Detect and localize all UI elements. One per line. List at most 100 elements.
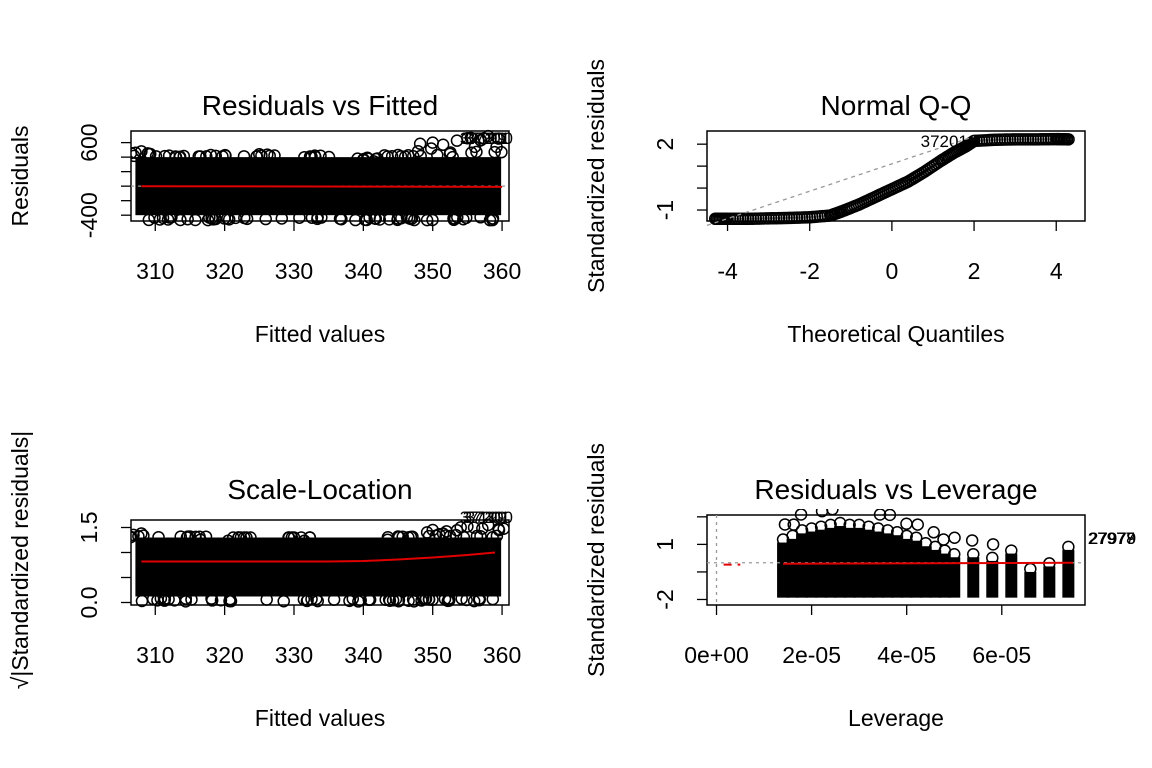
data-point bbox=[862, 520, 875, 533]
leverage-column bbox=[881, 533, 894, 598]
data-point bbox=[311, 594, 324, 608]
data-point bbox=[450, 134, 464, 147]
x-tick-label: 2e-05 bbox=[782, 642, 841, 668]
data-point bbox=[404, 212, 418, 226]
data-point bbox=[1062, 133, 1075, 146]
data-point bbox=[909, 531, 923, 544]
data-point bbox=[385, 150, 399, 163]
leverage-column bbox=[986, 560, 999, 598]
data-point bbox=[179, 592, 193, 605]
data-point bbox=[457, 212, 470, 226]
data-point bbox=[298, 534, 311, 547]
data-point bbox=[455, 592, 468, 605]
leverage-column bbox=[938, 553, 951, 598]
data-point bbox=[165, 210, 178, 224]
data-point bbox=[209, 212, 222, 226]
x-axis-label: Leverage bbox=[848, 705, 944, 731]
data-point bbox=[396, 530, 409, 544]
data-point bbox=[161, 213, 175, 226]
data-point bbox=[467, 521, 481, 534]
x-axis-label: Theoretical Quantiles bbox=[787, 321, 1004, 347]
data-point bbox=[495, 145, 508, 159]
point-label: 27978 bbox=[1088, 529, 1135, 548]
y-tick-label: 2 bbox=[652, 138, 678, 151]
data-point bbox=[221, 534, 235, 547]
leverage-column bbox=[929, 549, 942, 598]
data-point bbox=[488, 145, 501, 159]
x-axis-label: Fitted values bbox=[255, 321, 385, 347]
x-tick-label: 6e-05 bbox=[972, 642, 1031, 668]
y-tick-label: -1 bbox=[652, 200, 678, 220]
data-point bbox=[490, 529, 504, 543]
data-point bbox=[294, 531, 308, 544]
data-point bbox=[244, 531, 257, 544]
y-axis-label: Residuals bbox=[7, 126, 33, 227]
data-point bbox=[194, 150, 207, 163]
data-point bbox=[181, 213, 194, 226]
data-point bbox=[277, 594, 290, 608]
x-tick-label: 0 bbox=[885, 258, 898, 284]
data-point bbox=[132, 529, 145, 543]
data-point bbox=[833, 516, 847, 530]
data-point bbox=[900, 529, 913, 543]
plot-frame bbox=[130, 130, 510, 222]
chart-title: Scale-Location bbox=[227, 474, 412, 505]
data-point bbox=[1005, 544, 1018, 557]
data-point bbox=[119, 146, 130, 157]
data-point bbox=[259, 212, 272, 226]
data-points bbox=[708, 132, 1075, 226]
data-point bbox=[446, 150, 459, 164]
data-point bbox=[298, 150, 311, 164]
data-point bbox=[436, 138, 450, 152]
data-point bbox=[131, 146, 138, 160]
data-point bbox=[424, 142, 438, 155]
point-label: 27979 bbox=[1089, 529, 1136, 548]
data-point bbox=[871, 522, 885, 535]
data-point bbox=[333, 212, 347, 225]
data-point bbox=[805, 522, 818, 535]
data-point bbox=[131, 146, 142, 160]
panel-residuals-vs-fitted: Residuals vs Fitted Fitted values Residu… bbox=[7, 90, 521, 347]
leverage-column bbox=[948, 557, 961, 598]
x-tick-label: 320 bbox=[205, 258, 243, 284]
leverage-column bbox=[900, 538, 913, 598]
data-point bbox=[383, 213, 396, 226]
data-point bbox=[305, 211, 319, 225]
data-point bbox=[194, 533, 207, 547]
y-tick-label: 600 bbox=[76, 123, 102, 161]
dense-points bbox=[135, 537, 502, 597]
x-tick-label: 320 bbox=[205, 642, 243, 668]
data-point bbox=[986, 538, 1000, 551]
x-tick-label: -2 bbox=[799, 258, 819, 284]
data-point bbox=[250, 150, 263, 163]
leverage-column bbox=[919, 546, 932, 598]
data-point bbox=[843, 518, 856, 532]
data-point bbox=[795, 524, 809, 537]
data-point bbox=[263, 149, 276, 163]
data-point bbox=[937, 533, 950, 546]
data-point bbox=[967, 547, 980, 561]
data-point bbox=[492, 522, 505, 536]
data-point bbox=[852, 518, 866, 532]
chart-title: Residuals vs Fitted bbox=[202, 90, 439, 121]
plot-frame bbox=[706, 130, 1086, 222]
y-axis-label: Standardized residuals bbox=[583, 443, 609, 677]
y-tick-label: 1 bbox=[652, 538, 678, 551]
data-point bbox=[391, 213, 404, 227]
data-point bbox=[156, 211, 170, 225]
data-point bbox=[149, 150, 163, 163]
data-point bbox=[349, 213, 362, 227]
data-points bbox=[119, 518, 509, 608]
data-point bbox=[947, 547, 961, 561]
data-point bbox=[119, 532, 130, 543]
data-point bbox=[474, 529, 487, 543]
leverage-column bbox=[1005, 553, 1018, 598]
data-point bbox=[416, 592, 430, 605]
data-point bbox=[457, 531, 471, 544]
panel-residuals-vs-leverage: Residuals vs Leverage Leverage Standardi… bbox=[583, 443, 1136, 731]
plot-frame bbox=[706, 514, 1086, 606]
leverage-column bbox=[1043, 566, 1056, 598]
data-point bbox=[322, 150, 336, 164]
y-tick-label: 0.0 bbox=[76, 587, 102, 619]
y-tick-label: -2 bbox=[652, 589, 678, 609]
